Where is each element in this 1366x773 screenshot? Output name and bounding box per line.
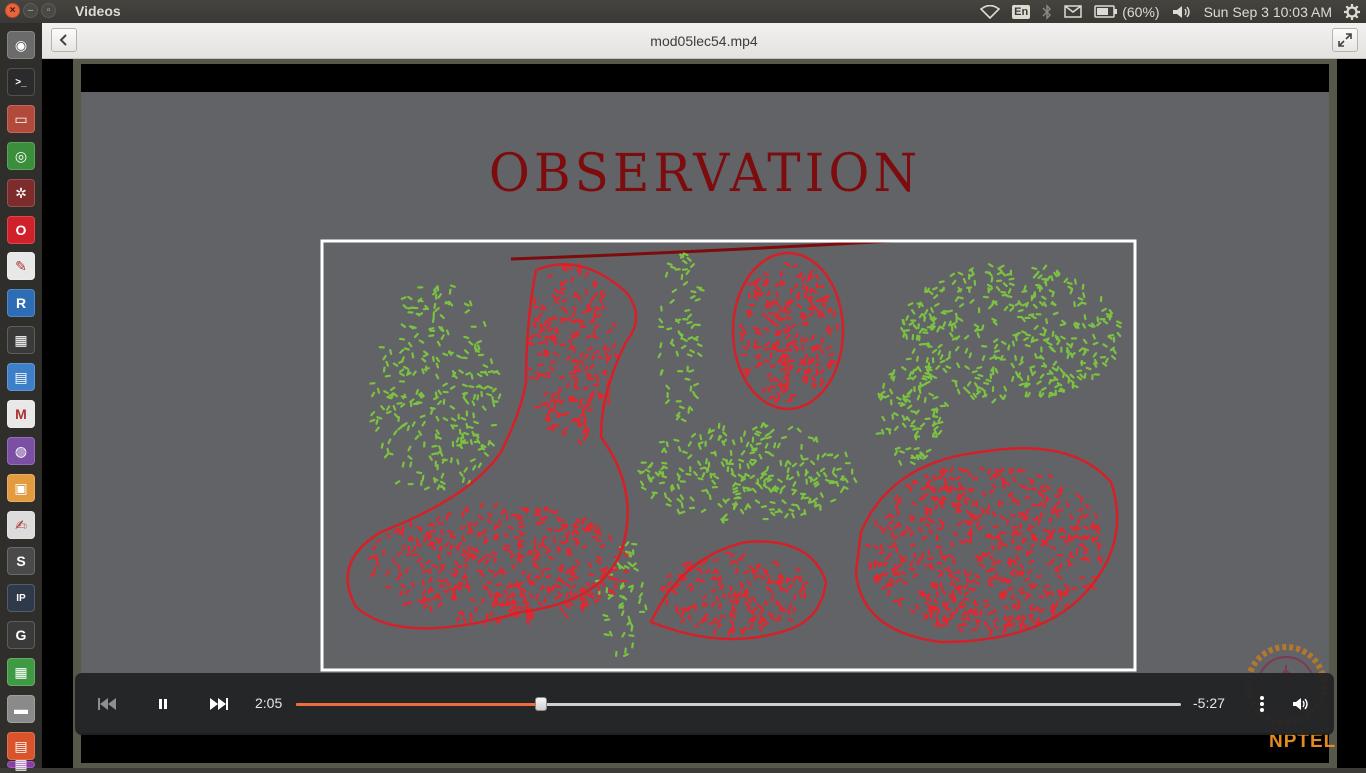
- text-editor-icon[interactable]: ✍: [7, 511, 35, 539]
- pause-icon: [158, 698, 168, 710]
- writer-document-icon[interactable]: ▤: [7, 363, 35, 391]
- elapsed-time: 2:05: [255, 695, 282, 711]
- calc-spreadsheet-icon[interactable]: ▦: [7, 658, 35, 686]
- chrome-icon[interactable]: ◎: [7, 142, 35, 170]
- maximize-window-button[interactable]: ▫: [41, 3, 56, 18]
- ipython-icon[interactable]: IP: [7, 584, 35, 612]
- more-options-button[interactable]: [1250, 692, 1274, 716]
- system-gear-icon[interactable]: [1344, 4, 1360, 20]
- keyboard-layout-indicator[interactable]: En: [1012, 5, 1030, 19]
- keyboard-layout-label: En: [1012, 5, 1030, 19]
- video-area[interactable]: OBSERVATION NPTEL: [42, 59, 1366, 768]
- red-region-large: [856, 448, 1117, 642]
- files-icon[interactable]: ▭: [7, 105, 35, 133]
- opera-icon[interactable]: O: [7, 216, 35, 244]
- app-title: Videos: [75, 3, 121, 19]
- lecture-slide: OBSERVATION: [81, 92, 1329, 733]
- minimize-window-button[interactable]: –: [23, 3, 38, 18]
- close-window-button[interactable]: ×: [5, 3, 20, 18]
- fullscreen-button[interactable]: [1332, 28, 1358, 52]
- seek-bar-handle[interactable]: [535, 697, 547, 711]
- sublime-icon[interactable]: S: [7, 547, 35, 575]
- settings-gear-icon[interactable]: ✲: [7, 179, 35, 207]
- media-player-icon[interactable]: ◍: [7, 437, 35, 465]
- player-controls: 2:05 -5:27: [75, 673, 1334, 735]
- pdf-viewer-icon[interactable]: ✎: [7, 252, 35, 280]
- bluetooth-icon[interactable]: [1042, 4, 1052, 20]
- speaker-volume-icon: [1292, 697, 1310, 711]
- remaining-time: -5:27: [1193, 695, 1225, 711]
- seek-bar[interactable]: [296, 703, 1181, 706]
- r-language-icon[interactable]: R: [7, 289, 35, 317]
- slide-title: OBSERVATION: [81, 143, 1329, 204]
- fullscreen-icon: [1338, 33, 1352, 47]
- title-underline: [511, 241, 893, 259]
- seek-bar-progress: [296, 703, 541, 706]
- battery-indicator[interactable]: (60%): [1094, 4, 1159, 20]
- top-panel: × – ▫ Videos En (60%) Sun Sep 3 10:03 AM: [0, 0, 1366, 23]
- window-controls: × – ▫: [5, 3, 56, 18]
- next-button[interactable]: [207, 692, 231, 716]
- geogebra-icon[interactable]: G: [7, 621, 35, 649]
- impress-icon[interactable]: ▣: [7, 474, 35, 502]
- mail-envelope-icon[interactable]: [1064, 5, 1082, 18]
- volume-button[interactable]: [1289, 692, 1313, 716]
- video-frame: OBSERVATION NPTEL: [73, 59, 1337, 768]
- system-indicators: En (60%) Sun Sep 3 10:03 AM: [968, 0, 1366, 23]
- gmail-icon[interactable]: M: [7, 400, 35, 428]
- previous-button[interactable]: [95, 692, 119, 716]
- video-file-title: mod05lec54.mp4: [42, 33, 1366, 49]
- skip-forward-icon: [210, 698, 228, 710]
- volume-icon[interactable]: [1172, 5, 1192, 19]
- battery-icon: [1094, 5, 1118, 18]
- drive-icon[interactable]: ▬: [7, 695, 35, 723]
- terminal-icon[interactable]: >_: [7, 68, 35, 96]
- video-header-bar: mod05lec54.mp4: [42, 23, 1366, 59]
- pause-button[interactable]: [151, 692, 175, 716]
- more-vertical-icon: [1259, 695, 1265, 713]
- wifi-icon[interactable]: [980, 5, 1000, 19]
- battery-percent: (60%): [1122, 4, 1159, 20]
- dash-icon[interactable]: ◉: [7, 31, 35, 59]
- skip-back-icon: [98, 698, 116, 710]
- workspace-switcher-icon[interactable]: ▦: [7, 761, 35, 768]
- clock[interactable]: Sun Sep 3 10:03 AM: [1204, 4, 1332, 20]
- video-clapper-icon[interactable]: ▦: [7, 326, 35, 354]
